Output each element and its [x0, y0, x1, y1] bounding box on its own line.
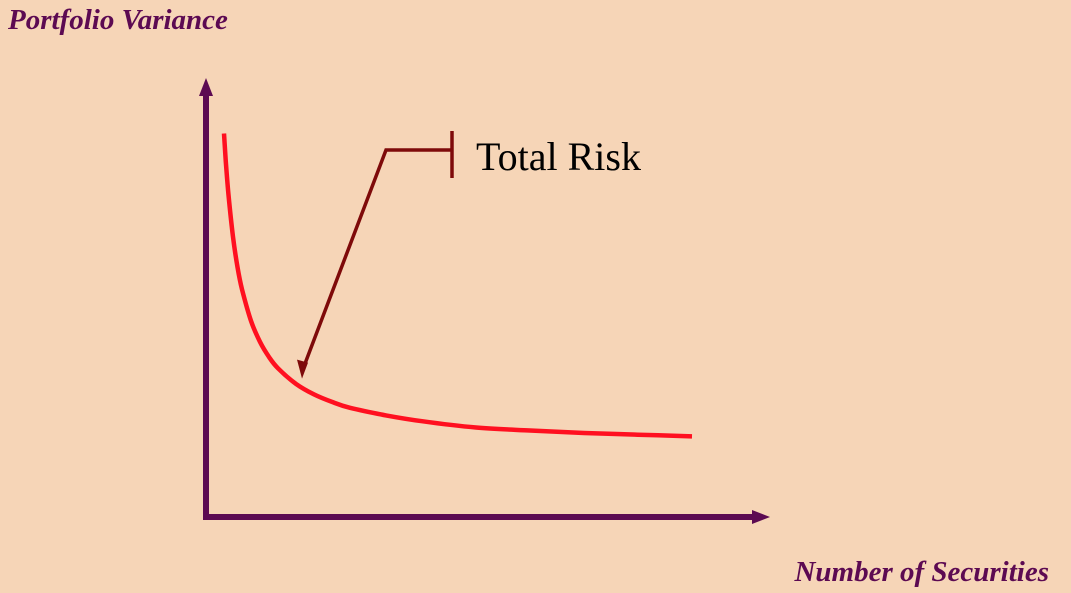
x-axis-label: Number of Securities — [794, 556, 1049, 588]
y-axis-arrowhead — [199, 78, 213, 96]
callout-leader-line — [303, 148, 452, 365]
total-risk-curve — [221, 133, 693, 439]
total-risk-label: Total Risk — [476, 134, 641, 179]
callout-arrowhead — [297, 359, 308, 379]
total-risk-callout — [297, 131, 454, 379]
x-axis-arrowhead — [752, 510, 770, 524]
axes — [199, 78, 770, 524]
y-axis-label: Portfolio Variance — [8, 4, 228, 36]
